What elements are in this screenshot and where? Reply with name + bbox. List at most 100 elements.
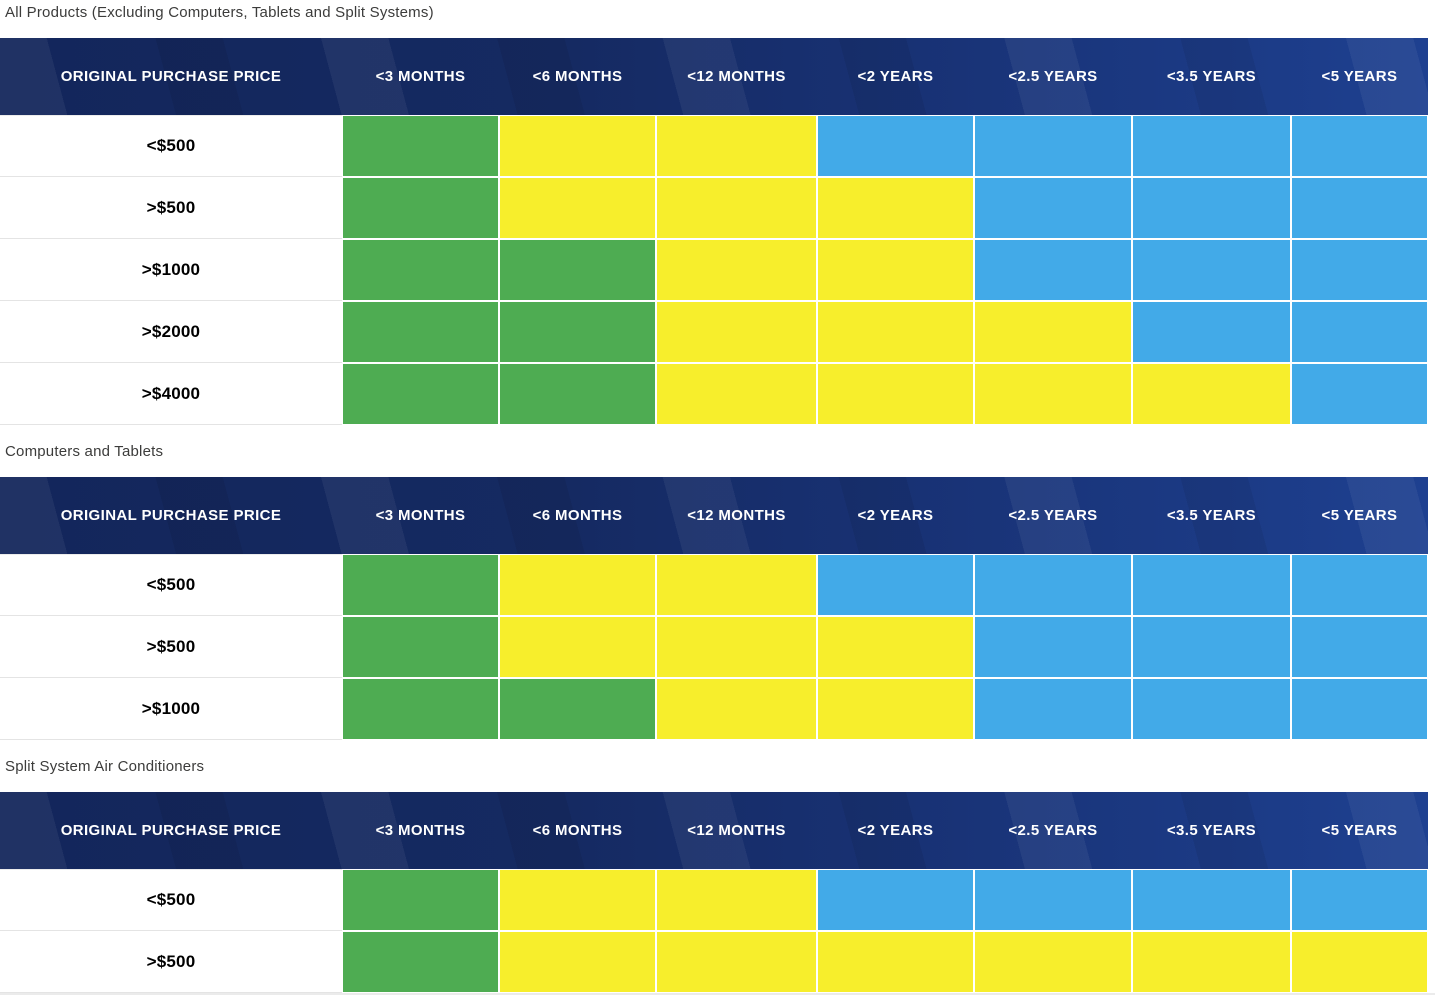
column-header: <6 MONTHS xyxy=(532,68,623,85)
matrix-cell-yellow xyxy=(974,363,1132,425)
matrix-cell-yellow xyxy=(817,931,974,993)
matrix-cell-green xyxy=(342,363,499,425)
column-header: <12 MONTHS xyxy=(687,822,786,839)
matrix-cell-green xyxy=(342,239,499,301)
matrix-cell-yellow xyxy=(1132,931,1291,993)
row-label: <$500 xyxy=(0,554,342,616)
matrix-cell-yellow xyxy=(656,301,817,363)
matrix-cell-yellow xyxy=(1291,931,1428,993)
matrix-cell-yellow xyxy=(817,239,974,301)
row-label: >$500 xyxy=(0,177,342,239)
column-header: <5 YEARS xyxy=(1321,68,1398,85)
row-label: <$500 xyxy=(0,115,342,177)
matrix-cell-yellow xyxy=(817,177,974,239)
matrix-table: ORIGINAL PURCHASE PRICE <3 MONTHS <6 MONTH… xyxy=(0,477,1428,740)
column-header: <5 YEARS xyxy=(1321,507,1398,524)
matrix-cell-yellow xyxy=(499,554,656,616)
column-header: <3 MONTHS xyxy=(375,507,466,524)
matrix-cell-yellow xyxy=(499,869,656,931)
column-header: <6 MONTHS xyxy=(532,822,623,839)
matrix-cell-blue xyxy=(1291,301,1428,363)
column-header: <6 MONTHS xyxy=(532,507,623,524)
matrix-cell-blue xyxy=(1291,616,1428,678)
matrix-cell-blue xyxy=(817,115,974,177)
column-header: <5 YEARS xyxy=(1321,822,1398,839)
table-header: ORIGINAL PURCHASE PRICE <3 MONTHS <6 MONTH… xyxy=(0,38,1428,115)
column-header-purchase-price: ORIGINAL PURCHASE PRICE xyxy=(60,68,282,85)
matrix-cell-green xyxy=(342,301,499,363)
matrix-cell-green xyxy=(342,678,499,740)
column-header: <12 MONTHS xyxy=(687,68,786,85)
column-header-purchase-price: ORIGINAL PURCHASE PRICE xyxy=(60,822,282,839)
row-label: >$1000 xyxy=(0,239,342,301)
matrix-cell-yellow xyxy=(817,678,974,740)
column-header-purchase-price: ORIGINAL PURCHASE PRICE xyxy=(60,507,282,524)
table-row: >$500 xyxy=(0,931,1428,993)
matrix-cell-green xyxy=(499,363,656,425)
row-label: >$4000 xyxy=(0,363,342,425)
matrix-cell-blue xyxy=(1132,554,1291,616)
matrix-cell-green xyxy=(499,239,656,301)
column-header: <2 YEARS xyxy=(857,507,934,524)
matrix-cell-blue xyxy=(1132,177,1291,239)
row-label: >$1000 xyxy=(0,678,342,740)
matrix-section: Computers and Tablets ORIGINAL PURCHASE … xyxy=(0,443,1435,740)
matrix-cell-blue xyxy=(1132,678,1291,740)
matrix-cell-blue xyxy=(1291,115,1428,177)
matrix-cell-yellow xyxy=(817,616,974,678)
matrix-cell-yellow xyxy=(656,177,817,239)
matrix-cell-yellow xyxy=(499,616,656,678)
row-label: >$500 xyxy=(0,931,342,993)
matrix-cell-green xyxy=(342,869,499,931)
matrix-cell-yellow xyxy=(817,301,974,363)
matrix-cell-blue xyxy=(1132,115,1291,177)
column-header: <2.5 YEARS xyxy=(1008,68,1098,85)
matrix-cell-green xyxy=(342,616,499,678)
matrix-cell-blue xyxy=(1291,869,1428,931)
column-header: <12 MONTHS xyxy=(687,507,786,524)
matrix-cell-yellow xyxy=(656,678,817,740)
matrix-cell-blue xyxy=(1291,239,1428,301)
column-header: <3 MONTHS xyxy=(375,68,466,85)
matrix-cell-yellow xyxy=(974,931,1132,993)
matrix-cell-blue xyxy=(974,616,1132,678)
row-label: >$2000 xyxy=(0,301,342,363)
matrix-cell-blue xyxy=(974,177,1132,239)
matrix-section: Split System Air Conditioners ORIGINAL P… xyxy=(0,758,1435,993)
table-row: >$1000 xyxy=(0,239,1428,301)
table-row: <$500 xyxy=(0,115,1428,177)
matrix-cell-yellow xyxy=(656,363,817,425)
matrix-cell-yellow xyxy=(656,115,817,177)
column-header: <3.5 YEARS xyxy=(1166,507,1257,524)
row-label: <$500 xyxy=(0,869,342,931)
column-header: <3.5 YEARS xyxy=(1166,822,1257,839)
row-label: >$500 xyxy=(0,616,342,678)
column-header: <3 MONTHS xyxy=(375,822,466,839)
matrix-cell-yellow xyxy=(499,115,656,177)
matrix-cell-blue xyxy=(1291,177,1428,239)
column-header: <2.5 YEARS xyxy=(1008,507,1098,524)
matrix-cell-blue xyxy=(974,869,1132,931)
matrix-cell-yellow xyxy=(656,239,817,301)
column-header: <2 YEARS xyxy=(857,68,934,85)
table-body: <$500 >$500 >$1000 >$2000 >$4000 xyxy=(0,115,1428,425)
matrix-cell-blue xyxy=(1291,554,1428,616)
matrix-section: All Products (Excluding Computers, Table… xyxy=(0,4,1435,425)
matrix-cell-blue xyxy=(817,554,974,616)
matrix-cell-blue xyxy=(1132,869,1291,931)
matrix-cell-blue xyxy=(974,115,1132,177)
matrix-cell-yellow xyxy=(656,931,817,993)
matrix-table: ORIGINAL PURCHASE PRICE <3 MONTHS <6 MONTH… xyxy=(0,38,1428,425)
matrix-cell-blue xyxy=(1132,301,1291,363)
matrix-cell-green xyxy=(342,554,499,616)
matrix-cell-yellow xyxy=(656,554,817,616)
column-header: <3.5 YEARS xyxy=(1166,68,1257,85)
matrix-cell-yellow xyxy=(1132,363,1291,425)
section-title: All Products (Excluding Computers, Table… xyxy=(5,4,434,21)
matrix-cell-yellow xyxy=(656,869,817,931)
matrix-cell-blue xyxy=(1291,678,1428,740)
warranty-matrix-page: All Products (Excluding Computers, Table… xyxy=(0,4,1435,995)
matrix-cell-green xyxy=(499,678,656,740)
matrix-table: ORIGINAL PURCHASE PRICE <3 MONTHS <6 MONTH… xyxy=(0,792,1428,993)
matrix-cell-blue xyxy=(974,239,1132,301)
